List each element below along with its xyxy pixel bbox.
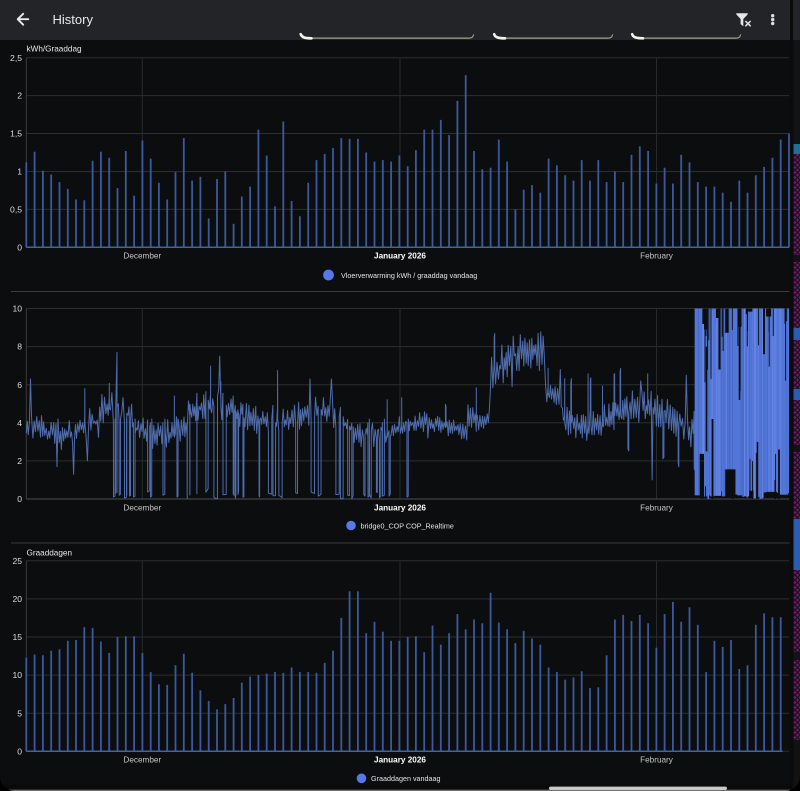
svg-text:6: 6 — [17, 380, 22, 390]
svg-text:Vloerverwarming kWh / graaddag: Vloerverwarming kWh / graaddag vandaag — [341, 271, 477, 280]
svg-text:Graaddagen: Graaddagen — [27, 549, 73, 558]
svg-text:kWh/Graaddag: kWh/Graaddag — [27, 45, 83, 54]
svg-text:15: 15 — [12, 632, 22, 642]
svg-text:bridge0_COP COP_Realtime: bridge0_COP COP_Realtime — [361, 521, 454, 530]
svg-text:2: 2 — [17, 91, 22, 101]
svg-text:February: February — [640, 756, 674, 765]
svg-text:0,5: 0,5 — [10, 205, 22, 215]
svg-text:5: 5 — [17, 708, 22, 718]
svg-text:25: 25 — [12, 556, 22, 566]
svg-text:1,5: 1,5 — [10, 129, 22, 139]
svg-text:December: December — [123, 504, 161, 513]
svg-text:8: 8 — [17, 342, 22, 352]
svg-text:History: History — [53, 12, 94, 27]
svg-text:0: 0 — [17, 494, 22, 504]
svg-text:2: 2 — [17, 456, 22, 466]
svg-text:10: 10 — [12, 304, 22, 314]
svg-text:0: 0 — [17, 242, 22, 252]
svg-text:January 2026: January 2026 — [374, 756, 426, 765]
svg-text:0: 0 — [17, 746, 22, 756]
svg-text:2,5: 2,5 — [10, 53, 22, 63]
svg-text:4: 4 — [17, 418, 22, 428]
svg-text:February: February — [640, 504, 674, 513]
svg-text:January 2026: January 2026 — [374, 504, 426, 513]
svg-text:Graaddagen vandaag: Graaddagen vandaag — [371, 774, 441, 783]
svg-text:1: 1 — [17, 167, 22, 177]
svg-text:20: 20 — [12, 594, 22, 604]
svg-text:December: December — [123, 756, 161, 765]
svg-text:10: 10 — [12, 670, 22, 680]
svg-text:February: February — [640, 252, 674, 261]
svg-text:January 2026: January 2026 — [374, 252, 426, 261]
svg-text:December: December — [123, 252, 161, 261]
